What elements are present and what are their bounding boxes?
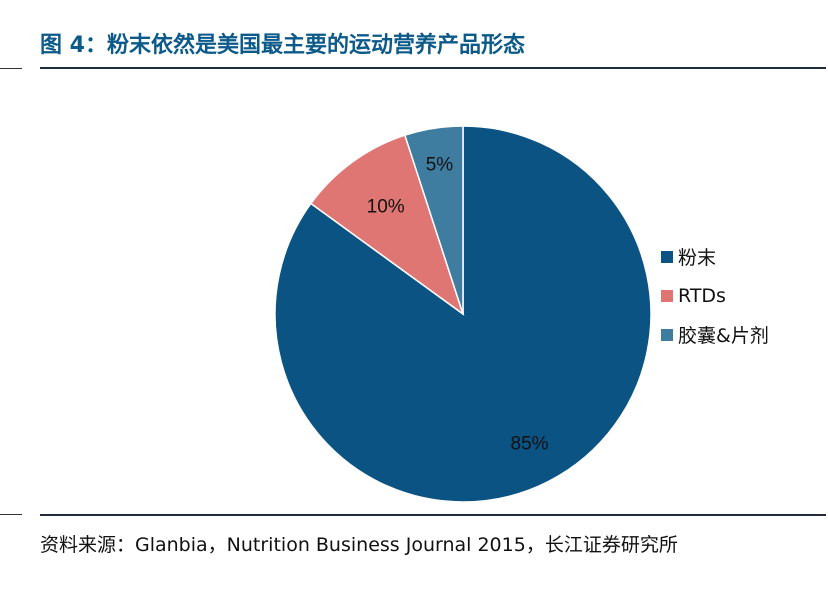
legend-item-capsules-tablets: 胶囊&片剂 — [661, 315, 769, 354]
pie-label-capsules-tablets: 5% — [426, 154, 454, 175]
pie-slice-capsules-tablets — [403, 125, 464, 315]
legend-label-rtds: RTDs — [678, 284, 726, 307]
bottom-rule — [40, 514, 826, 516]
legend-swatch-rtds — [661, 289, 673, 302]
legend-label-powder: 粉末 — [678, 247, 717, 269]
source-note: 资料来源：Glanbia，Nutrition Business Journal … — [40, 534, 678, 556]
pie-label-powder: 85% — [511, 434, 549, 455]
legend-swatch-capsules-tablets — [661, 328, 673, 341]
legend-item-rtds: RTDs — [661, 276, 769, 315]
figure-title: 图 4：粉末依然是美国最主要的运动营养产品形态 — [40, 33, 525, 58]
legend-label-capsules-tablets: 胶囊&片剂 — [678, 325, 769, 347]
chart-legend: 粉末 RTDs 胶囊&片剂 — [661, 237, 769, 354]
left-margin-tick-top — [0, 68, 22, 69]
top-rule — [40, 67, 826, 69]
pie-label-rtds: 10% — [367, 197, 405, 218]
legend-swatch-powder — [661, 250, 673, 263]
left-margin-tick-bottom — [0, 514, 22, 515]
legend-item-powder: 粉末 — [661, 237, 769, 276]
pie-slice-rtds — [309, 134, 465, 316]
